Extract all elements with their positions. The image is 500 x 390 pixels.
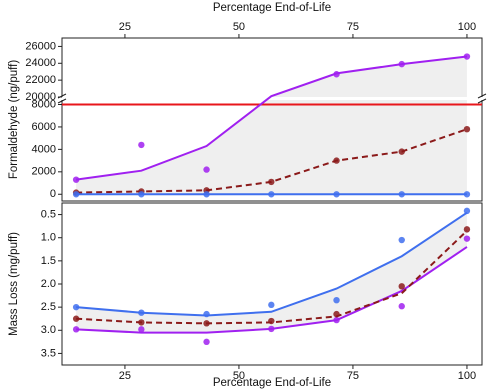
data-point	[333, 157, 340, 164]
data-point	[463, 53, 471, 60]
data-point	[203, 166, 210, 173]
data-point	[333, 310, 340, 318]
x-tick-label: 75	[347, 370, 359, 382]
data-point	[203, 191, 210, 198]
y-tick-label: 2000	[32, 166, 56, 178]
y-tick-label: 2.0	[41, 278, 56, 290]
data-point	[463, 207, 471, 215]
data-point	[398, 60, 405, 68]
plot-frame	[61, 37, 483, 202]
x-tick-label: 75	[347, 21, 359, 33]
data-point	[463, 226, 471, 233]
data-point	[333, 297, 340, 304]
data-point	[463, 235, 471, 242]
data-point	[138, 326, 145, 333]
data-point	[203, 338, 210, 346]
x-tick-label: 100	[458, 370, 476, 382]
x-tick-label: 25	[119, 370, 131, 382]
y-axis-label: Mass Loss (mg/puff)	[8, 232, 20, 336]
data-point	[138, 191, 145, 198]
axis-break-gap	[56, 97, 488, 100]
y-tick-label: 22000	[25, 74, 56, 86]
y-tick-label: 0	[50, 188, 56, 200]
data-point	[333, 191, 340, 198]
x-tick-label: 25	[119, 21, 131, 33]
y-tick-label: 20000	[25, 91, 56, 103]
data-point	[138, 309, 145, 316]
range-band	[76, 212, 467, 333]
x-tick-label: 100	[458, 21, 476, 33]
axis-break-mark	[57, 98, 67, 104]
data-point	[72, 176, 80, 183]
data-point	[268, 317, 275, 325]
data-point	[398, 236, 405, 244]
data-point	[138, 141, 145, 149]
x-tick-label: 50	[233, 21, 245, 33]
y-axis-label: Formaldehyde (ng/puff)	[8, 60, 20, 179]
data-point	[268, 301, 275, 309]
data-point	[398, 303, 405, 310]
data-point	[398, 283, 405, 290]
data-point	[203, 310, 210, 318]
x-axis-label: Percentage End-of-Life	[213, 2, 331, 14]
axis-break-mark	[477, 93, 487, 99]
data-point	[72, 191, 80, 198]
y-tick-label: 1.0	[41, 232, 56, 244]
y-tick-label: 4000	[32, 143, 56, 155]
data-point	[72, 303, 80, 311]
data-point	[398, 191, 405, 198]
data-point	[333, 71, 340, 78]
data-point	[463, 191, 471, 198]
y-tick-label: 1.5	[41, 255, 56, 267]
y-tick-label: 3.5	[41, 347, 56, 359]
y-tick-label: 2.5	[41, 301, 56, 313]
y-tick-label: 26000	[25, 40, 56, 52]
plot-frame	[61, 202, 483, 366]
range-band	[76, 56, 467, 195]
y-tick-label: 24000	[25, 57, 56, 69]
y-tick-label: 8000	[32, 98, 56, 110]
x-tick-label: 50	[233, 370, 245, 382]
y-tick-label: 3.0	[41, 324, 56, 336]
axis-break-mark	[477, 98, 487, 104]
data-point	[72, 315, 80, 322]
data-point	[268, 325, 275, 333]
data-point	[463, 125, 471, 133]
data-point	[138, 319, 145, 326]
data-point	[333, 316, 340, 324]
y-tick-label: 0.5	[41, 208, 56, 220]
y-tick-label: 6000	[32, 121, 56, 133]
data-point	[268, 191, 275, 198]
x-axis-label: Percentage End-of-Life	[213, 377, 331, 389]
data-point	[203, 320, 210, 327]
data-point	[398, 148, 405, 155]
data-point	[72, 326, 80, 333]
data-point	[268, 178, 275, 186]
